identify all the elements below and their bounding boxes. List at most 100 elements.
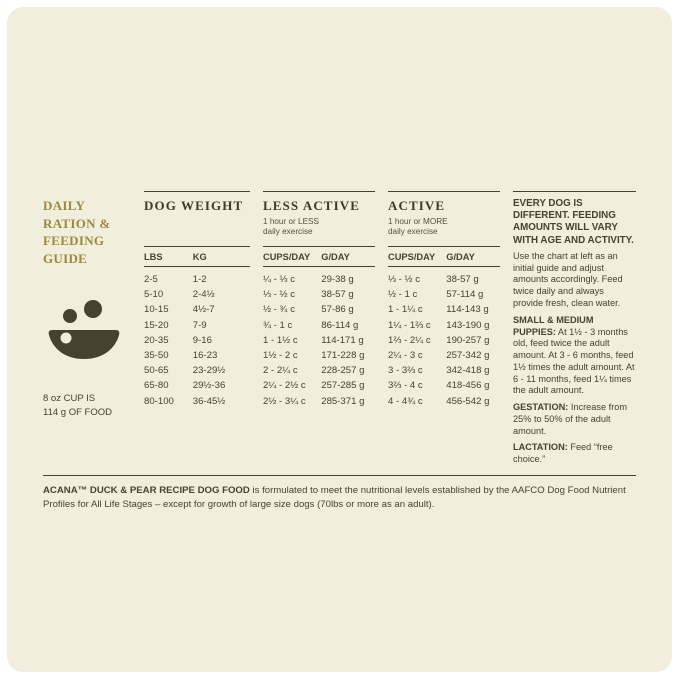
table-cell-a_g: 418-456 g: [446, 380, 490, 392]
table-cell-la_cups: ¾ - 1 c: [263, 319, 293, 331]
table-row: 2½ - 3¼ c 285-371 g: [263, 394, 375, 409]
lbs-label: LBS: [144, 252, 163, 262]
cup-measure-note: 8 oz CUP IS 114 g OF FOOD: [43, 392, 131, 420]
less-active-header: LESS ACTIVE: [263, 198, 360, 213]
feeding-guide-content: Daily Ration & Feeding Guide 8 oz CUP IS…: [43, 191, 636, 513]
less-active-column: LESS ACTIVE 1 hour or LESS daily exercis…: [263, 191, 375, 471]
gestation-text: Increase from 25% to 50% of the adult am…: [513, 402, 628, 436]
gestation-label: GESTATION:: [513, 402, 569, 413]
table-cell-a_g: 257-342 g: [446, 350, 490, 362]
table-row: 1 - 1¼ c 114-143 g: [388, 302, 500, 317]
table-cell-lbs: 50-65: [144, 365, 169, 377]
lactation-label: LACTATION:: [513, 442, 568, 453]
less-active-note: 1 hour or LESS daily exercise: [263, 217, 375, 238]
lactation-paragraph: LACTATION: Feed “free choice.”: [513, 442, 636, 466]
table-cell-a_cups: ⅓ - ½ c: [388, 274, 420, 286]
active-note-line2: daily exercise: [388, 227, 438, 237]
table-row: ½ - ¾ c 57-86 g: [263, 302, 375, 317]
active-subheader: CUPS/DAY G/DAY: [388, 246, 500, 267]
less-active-note-line1: 1 hour or LESS: [263, 217, 319, 226]
table-cell-a_g: 143-190 g: [446, 319, 490, 331]
table-cell-a_cups: 1¼ - 1⅔ c: [388, 319, 431, 331]
dog-weight-head: DOG WEIGHT: [144, 192, 250, 246]
table-cell-la_g: 257-285 g: [321, 380, 365, 392]
table-cell-la_cups: 2¼ - 2½ c: [263, 380, 306, 392]
table-cell-lbs: 20-35: [144, 334, 169, 346]
table-cell-la_g: 228-257 g: [321, 365, 365, 377]
table-row: ½ - 1 c 57-114 g: [388, 287, 500, 302]
cup-note-line1: 8 oz CUP IS: [43, 393, 96, 405]
bowl-icon-wrap: [47, 299, 131, 366]
table-row: 5-10 2-4½: [144, 287, 250, 302]
guide-title: Daily Ration & Feeding Guide: [43, 198, 111, 266]
table-row: 4 - 4¾ c 456-542 g: [388, 394, 500, 409]
puppies-label: SMALL & MEDIUM PUPPIES:: [513, 314, 594, 337]
table-cell-kg: 9-16: [192, 334, 212, 346]
table-cell-la_cups: ½ - ¾ c: [263, 304, 295, 316]
less-active-subheader: CUPS/DAY G/DAY: [263, 246, 375, 267]
table-cell-la_g: 86-114 g: [321, 319, 359, 331]
table-cell-a_g: 57-114 g: [446, 289, 484, 301]
dog-weight-column: DOG WEIGHT LBS KG 2-5 1-2 5-10 2-4½ 10-15 4½-…: [144, 191, 250, 471]
active-note: 1 hour or MORE daily exercise: [388, 217, 500, 238]
less-active-cups-label: CUPS/DAY: [263, 252, 311, 262]
kg-label: KG: [192, 252, 207, 262]
active-grams-label: G/DAY: [446, 252, 475, 262]
table-cell-a_cups: 4 - 4¾ c: [388, 395, 423, 407]
less-active-head: LESS ACTIVE 1 hour or LESS daily exercis…: [263, 192, 375, 246]
table-row: 2¼ - 2½ c 257-285 g: [263, 378, 375, 393]
table-row: 20-35 9-16: [144, 333, 250, 348]
table-cell-kg: 29½-36: [192, 380, 226, 392]
table-cell-kg: 7-9: [192, 319, 207, 331]
table-row: 35-50 16-23: [144, 348, 250, 363]
table-cell-lbs: 5-10: [144, 289, 164, 301]
table-cell-a_cups: 1 - 1¼ c: [388, 304, 423, 316]
table-cell-a_cups: 1⅔ - 2¼ c: [388, 334, 431, 346]
table-cell-la_g: 38-57 g: [321, 289, 354, 301]
table-row: 50-65 23-29½: [144, 363, 250, 378]
guide-intro-column: Daily Ration & Feeding Guide 8 oz CUP IS…: [43, 191, 131, 471]
lactation-text: Feed “free choice.”: [513, 442, 613, 465]
table-cell-kg: 23-29½: [192, 365, 226, 377]
table-cell-la_g: 114-171 g: [321, 334, 364, 346]
table-row: 80-100 36-45½: [144, 394, 250, 409]
table-cell-lbs: 15-20: [144, 319, 169, 331]
active-column: ACTIVE 1 hour or MORE daily exercise CUP…: [388, 191, 500, 471]
table-cell-la_cups: ¼ - ⅓ c: [263, 274, 295, 286]
table-row: ⅓ - ½ c 38-57 g: [388, 272, 500, 287]
table-cell-a_g: 38-57 g: [446, 274, 479, 286]
table-cell-kg: 1-2: [192, 274, 207, 286]
table-cell-a_g: 456-542 g: [446, 395, 490, 407]
table-cell-kg: 36-45½: [192, 395, 226, 407]
table-cell-la_cups: 2 - 2¼ c: [263, 365, 298, 377]
table-row: 15-20 7-9: [144, 318, 250, 333]
table-row: 1½ - 2 c 171-228 g: [263, 348, 375, 363]
table-cell-lbs: 2-5: [144, 274, 158, 286]
table-cell-a_g: 114-143 g: [446, 304, 489, 316]
table-cell-a_g: 342-418 g: [446, 365, 490, 377]
table-cell-la_g: 285-371 g: [321, 395, 365, 407]
table-row: ¼ - ⅓ c 29-38 g: [263, 272, 375, 287]
aafco-footnote: ACANA™ DUCK & PEAR RECIPE DOG FOOD is fo…: [43, 474, 636, 513]
dog-weight-header: DOG WEIGHT: [144, 198, 244, 213]
table-cell-lbs: 65-80: [144, 380, 169, 392]
table-row: ⅓ - ½ c 38-57 g: [263, 287, 375, 302]
feeding-advice-column: EVERY DOG IS DIFFERENT. FEEDING AMOUNTS …: [513, 191, 636, 471]
active-head: ACTIVE 1 hour or MORE daily exercise: [388, 192, 500, 246]
table-cell-lbs: 10-15: [144, 304, 169, 316]
dog-bowl-icon: [48, 300, 120, 360]
table-cell-a_g: 190-257 g: [446, 334, 490, 346]
table-cell-kg: 2-4½: [192, 289, 215, 301]
table-row: 65-80 29½-36: [144, 378, 250, 393]
puppies-paragraph: SMALL & MEDIUM PUPPIES: At 1½ - 3 months…: [513, 315, 636, 397]
less-active-rows: ¼ - ⅓ c 29-38 g ⅓ - ½ c 38-57 g ½ - ¾ c 57-86…: [263, 267, 375, 409]
feeding-guide-panel: Daily Ration & Feeding Guide 8 oz CUP IS…: [7, 7, 672, 672]
active-cups-label: CUPS/DAY: [388, 252, 436, 262]
dog-weight-subheader: LBS KG: [144, 246, 250, 267]
table-cell-la_cups: 2½ - 3¼ c: [263, 395, 306, 407]
table-cell-a_cups: ½ - 1 c: [388, 289, 418, 301]
table-row: 2¼ - 3 c 257-342 g: [388, 348, 500, 363]
table-cell-kg: 16-23: [192, 350, 218, 362]
table-cell-la_cups: 1 - 1½ c: [263, 334, 298, 346]
table-cell-lbs: 80-100: [144, 395, 174, 407]
